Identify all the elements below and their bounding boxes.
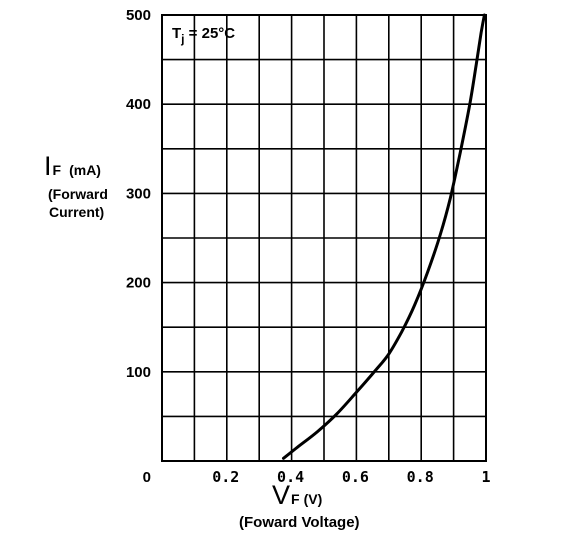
y-tick-label: 100 [126,364,151,381]
y-tick-label: 400 [126,96,151,113]
x-tick-label: 1 [481,468,490,486]
y-tick-label: 0 [143,469,151,486]
x-tick-label: 0.2 [212,468,239,486]
y-tick-label: 500 [126,7,151,24]
y-axis-description-line2: Current) [49,204,104,220]
x-symbol: V [272,480,290,510]
y-tick-labels: 0 100 200 300 400 500 [126,7,151,486]
x-axis-symbol: VF (V) [272,480,322,510]
x-axis-description: (Foward Voltage) [239,514,360,531]
x-unit: (V) [304,491,323,507]
x-tick-label: 0.8 [407,468,434,486]
y-axis-description-line1: (Forward [48,186,108,202]
grid [162,15,486,461]
x-tick-label: 0.4 [277,468,304,486]
y-tick-label: 300 [126,185,151,202]
y-axis-symbol: IF (mA) [44,151,101,181]
annotation-rest: = 25°C [185,25,236,42]
temperature-annotation: Tj = 25°C [172,25,235,46]
y-symbol: I [44,151,52,181]
y-tick-label: 200 [126,275,151,292]
iv-curve-line [282,13,486,460]
x-tick-label: 0.6 [342,468,369,486]
x-tick-labels: 0.2 0.4 0.6 0.8 1 [212,468,490,486]
y-symbol-sub: F [53,162,62,178]
annotation-sub: j [180,32,184,46]
annotation-base: T [172,25,181,42]
plot-frame [161,14,487,462]
x-symbol-sub: F [291,491,300,507]
y-unit: (mA) [69,162,101,178]
